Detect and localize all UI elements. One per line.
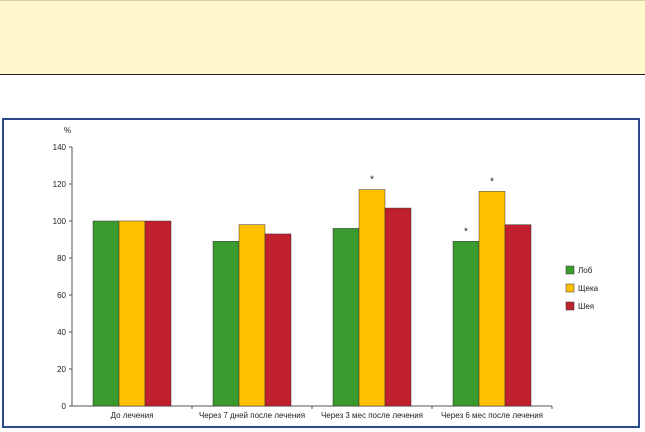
legend-swatch: [565, 265, 575, 275]
bar: [358, 189, 386, 407]
legend-swatch: [565, 283, 575, 293]
bar: [478, 191, 506, 407]
y-tick-label: 0: [62, 402, 67, 411]
y-tick-label: 20: [57, 365, 66, 374]
header-band: [0, 0, 645, 30]
category-label: Через 7 дней после лечения: [199, 411, 305, 420]
y-tick-label: 40: [57, 328, 66, 337]
bar: [332, 228, 360, 407]
legend-label: Лоб: [578, 266, 593, 275]
significance-marker: *: [370, 175, 374, 186]
bar: [384, 207, 412, 407]
y-tick-label: 80: [57, 254, 66, 263]
bar: [264, 233, 292, 407]
category-label: Через 6 мес после лечения: [441, 411, 543, 420]
bar: [118, 220, 146, 407]
category-label: До лечения: [111, 411, 154, 420]
significance-marker: *: [464, 226, 468, 237]
legend-label: Шея: [578, 302, 594, 311]
bar: [92, 220, 120, 407]
bar: [212, 241, 240, 407]
bar: [144, 220, 172, 407]
y-tick-label: 140: [53, 143, 67, 152]
legend-label: Щека: [578, 284, 599, 293]
category-label: Через 3 мес после лечения: [321, 411, 423, 420]
y-tick-label: 100: [53, 217, 67, 226]
y-unit-label: %: [64, 126, 71, 135]
bar: [238, 224, 266, 407]
y-tick-label: 120: [53, 180, 67, 189]
bar: [452, 241, 480, 407]
y-tick-label: 60: [57, 291, 66, 300]
significance-marker: *: [490, 176, 494, 187]
bar: [504, 224, 532, 407]
subheader-band: [0, 29, 645, 75]
legend-swatch: [565, 301, 575, 311]
